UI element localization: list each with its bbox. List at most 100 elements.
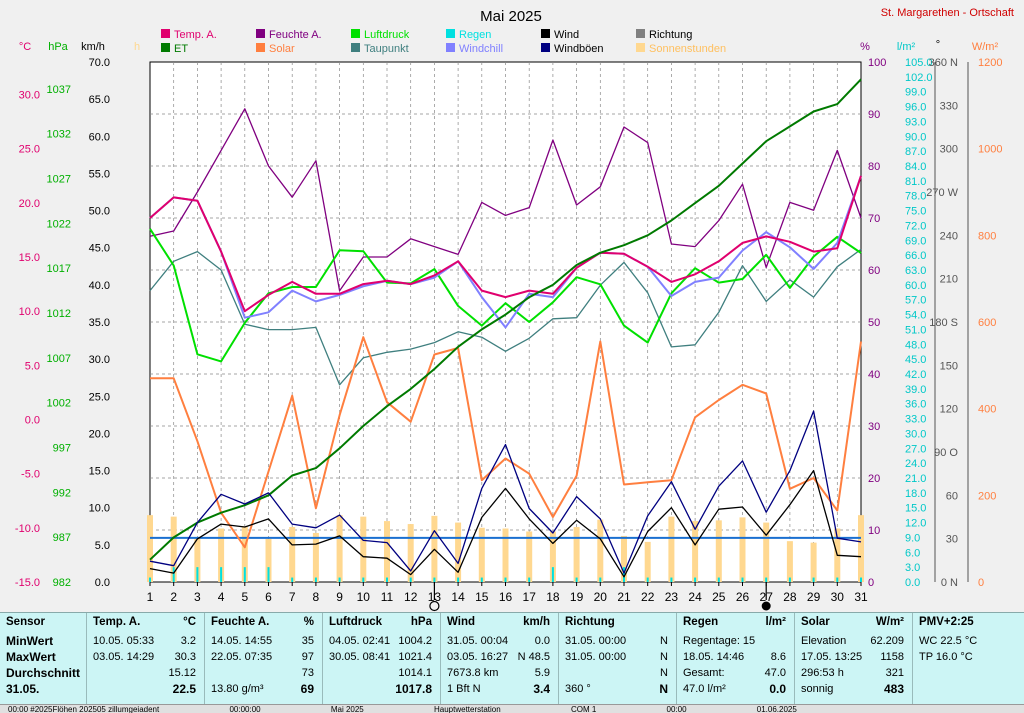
rain-axis-tick: 99.0 [905,87,926,99]
dewpoint-value: TP 16.0 °C [919,651,973,663]
sunshine-bar [668,516,675,582]
solar-header: Solar [801,616,830,628]
x-tick-label: 8 [313,590,320,604]
series-line-windben [149,410,862,574]
series-line-windchill [149,175,862,329]
rain-days: Regentage: 15 [683,635,756,647]
temp-axis-tick: 0.0 [25,415,40,427]
sunshine-bar [360,516,367,582]
legend-swatch [351,43,360,52]
rain-bar [362,577,365,582]
wind-current: 3.4 [533,682,550,696]
rain-axis-tick: 90.0 [905,131,926,143]
x-tick-label: 7 [289,590,296,604]
solar-axis-tick: 1200 [978,57,1002,69]
current-date: 31.05. [6,682,40,696]
legend-label: Windböen [554,43,604,55]
humidity-max: 97 [301,651,314,663]
x-tick-label: 20 [594,590,608,604]
pressure-axis-tick: 1032 [47,129,71,141]
temp-axis-tick: 15.0 [19,252,40,264]
series-line-et [149,78,862,561]
humidity-axis-tick: 100 [868,57,886,69]
temp-axis-tick: 20.0 [19,198,40,210]
rain-current: 0.0 [769,682,786,696]
rain-axis-tick: 66.0 [905,250,926,262]
rain-axis-tick: 63.0 [905,265,926,277]
rain-bar [528,577,531,582]
temp-axis-tick: 10.0 [19,306,40,318]
pressure-unit: hPa [410,616,432,628]
legend-swatch [161,43,170,52]
sunshine-bar [549,531,556,582]
rain-bar [623,567,625,582]
avg-label: Durchschnitt [6,666,81,680]
rain-axis-tick: 75.0 [905,206,926,218]
temp-axis-tick: 30.0 [19,90,40,102]
legend-label: Richtung [649,29,692,41]
sunshine-bar [265,538,272,582]
temp-avg: 15.12 [168,667,196,679]
x-tick-label: 16 [499,590,513,604]
solar-elevation: 62.209 [870,635,904,647]
temp-axis-tick: -5.0 [21,469,40,481]
direction-panel: Richtung 31.05. 00:00 N 31.05. 00:00 N N 3… [559,613,677,705]
rain-axis-tick: 15.0 [905,503,926,515]
status-bar: 00:00 #2025Flöhen 202505 zillumgeiadent … [0,704,1024,713]
chart-title: Mai 2025 [480,8,542,25]
wind-panel: Wind km/h 31.05. 00:04 0.0 03.05. 16:27 N 4… [441,613,559,705]
rain-axis-tick: 27.0 [905,443,926,455]
rain-axis-tick: 81.0 [905,176,926,188]
wind-max-time: 03.05. 16:27 [447,651,509,663]
direction-axis-tick: 30 [946,534,958,546]
legend-label: Sonnenstunden [649,43,726,55]
rain-axis-tick: 60.0 [905,280,926,292]
temp-header: Temp. A. [93,616,141,628]
humidity-axis-tick: 50 [868,317,880,329]
x-tick-label: 1 [147,590,154,604]
wind-header: Wind [447,616,475,628]
legend-swatch [161,29,170,38]
temp-axis-tick: -10.0 [15,523,40,535]
abs-humidity: 13.80 g/m³ [211,683,264,695]
rain-bar [386,577,388,582]
legend-label: Feuchte A. [269,29,322,41]
x-tick-label: 17 [523,590,537,604]
x-tick-label: 31 [854,590,868,604]
direction-axis-tick: 210 [940,274,958,286]
rain-axis-tick: 30.0 [905,428,926,440]
rain-bar [646,577,649,582]
legend-swatch [446,43,455,52]
wind-axis-tick: 50.0 [89,206,110,218]
wind-axis-tick: 70.0 [89,57,110,69]
wind-axis-tick: 20.0 [89,428,110,440]
legend-label: Regen [459,29,491,41]
rain-axis-tick: 54.0 [905,310,926,322]
direction-degrees: 360 ° [565,683,591,695]
x-tick-label: 24 [688,590,702,604]
rain-bar [836,577,839,582]
direction-axis-tick: 120 [940,404,958,416]
min-label: MinWert [6,634,54,648]
rain-bar [788,577,791,582]
rain-axis-tick: 57.0 [905,295,926,307]
rain-bar [812,577,815,582]
pressure-axis-tick: 1017 [47,263,71,275]
x-tick-label: 22 [641,590,655,604]
direction-axis-unit: ° [936,39,940,51]
pressure-axis-tick: 987 [53,532,71,544]
sunshine-hours: 296:53 h [801,667,844,679]
wind-axis-tick: 25.0 [89,391,110,403]
legend-swatch [256,29,265,38]
wind-beaufort: 1 Bft N [447,683,481,695]
rain-bar [149,577,151,582]
solar-axis-unit: W/m² [972,41,999,53]
rain-unit: l/m² [765,616,786,628]
sunshine-bar [597,519,604,582]
rain-bar [599,577,602,582]
rain-header: Regen [683,616,719,628]
humidity-axis-tick: 80 [868,161,880,173]
rain-bar [243,567,246,582]
direction-current: N [659,682,668,696]
rain-total-note: 47.0 l/m² [683,683,726,695]
